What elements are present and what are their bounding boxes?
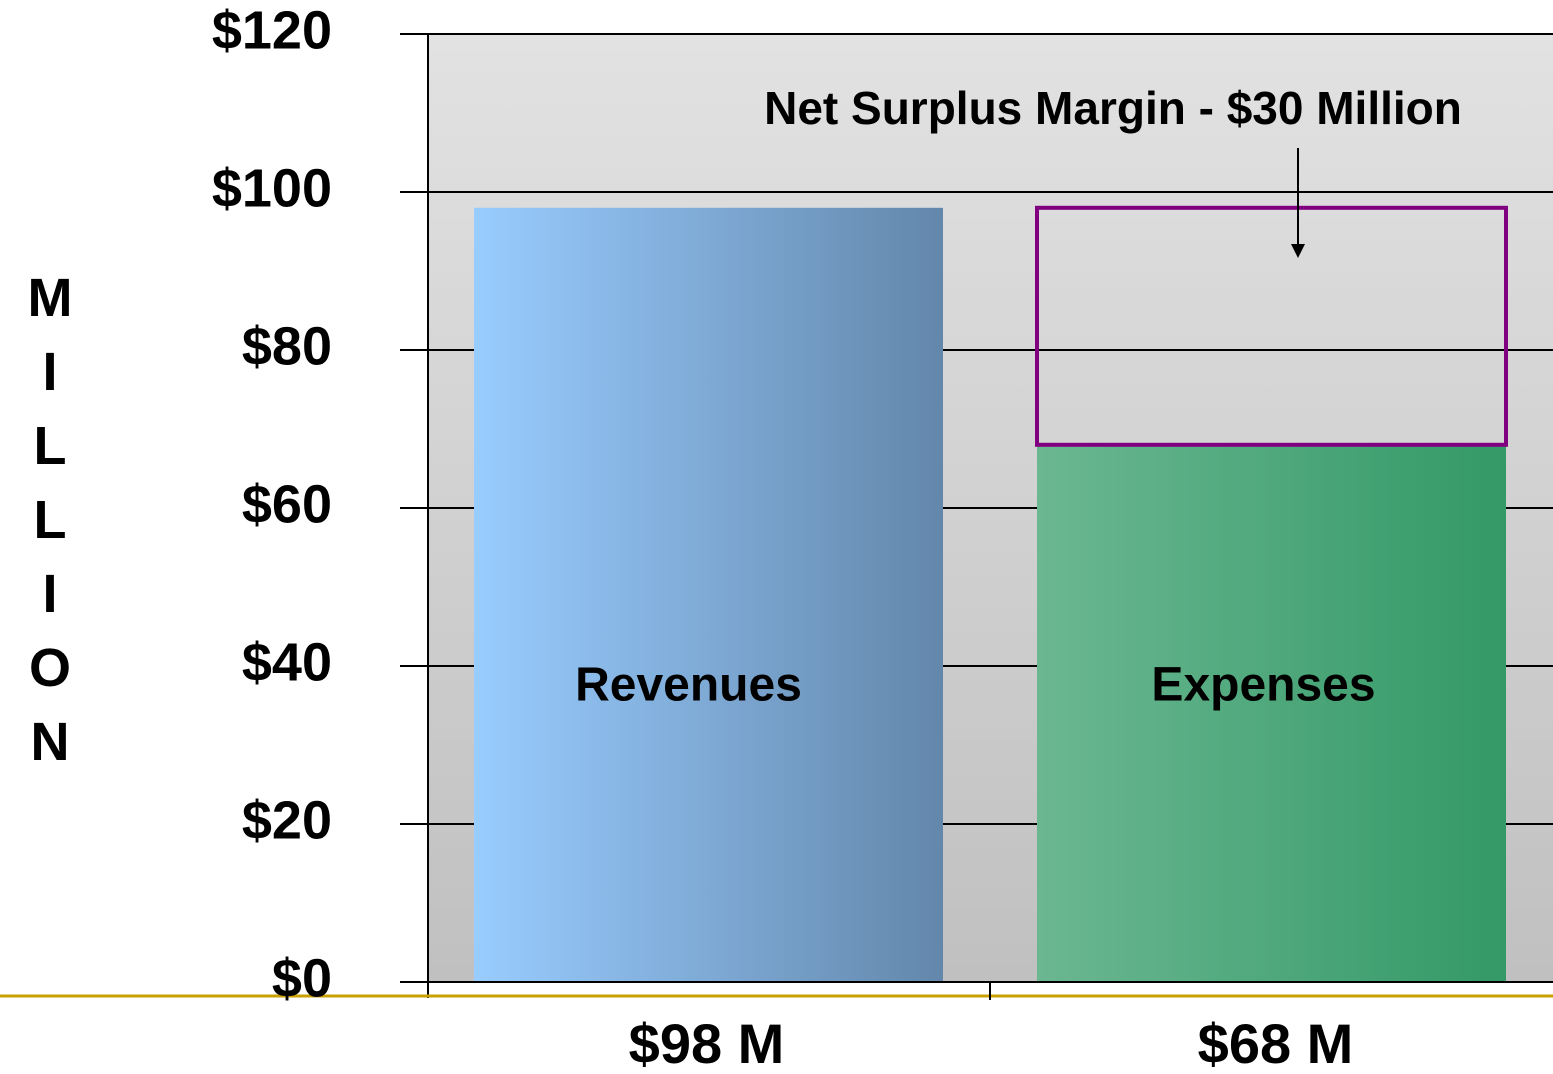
y-tick-label: $100 xyxy=(212,158,332,218)
value-label: $98 M xyxy=(629,1012,785,1074)
bar xyxy=(1037,444,1506,982)
bar-label: Expenses xyxy=(1151,659,1375,712)
y-tick-label: $20 xyxy=(242,790,332,850)
bar xyxy=(474,207,943,983)
surplus-outline xyxy=(1035,205,1508,447)
y-tick-label: $80 xyxy=(242,316,332,376)
arrow-head xyxy=(1291,244,1305,258)
annotation: Net Surplus Margin - $30 Million xyxy=(764,82,1462,134)
y-axis-label: MILLION xyxy=(20,268,80,786)
y-tick-label: $0 xyxy=(272,948,332,1008)
y-tick-label: $60 xyxy=(242,474,332,534)
y-tick-label: $120 xyxy=(212,0,332,60)
bar-label: Revenues xyxy=(575,659,802,712)
y-tick-label: $40 xyxy=(242,632,332,692)
value-label: $68 M xyxy=(1198,1012,1354,1074)
